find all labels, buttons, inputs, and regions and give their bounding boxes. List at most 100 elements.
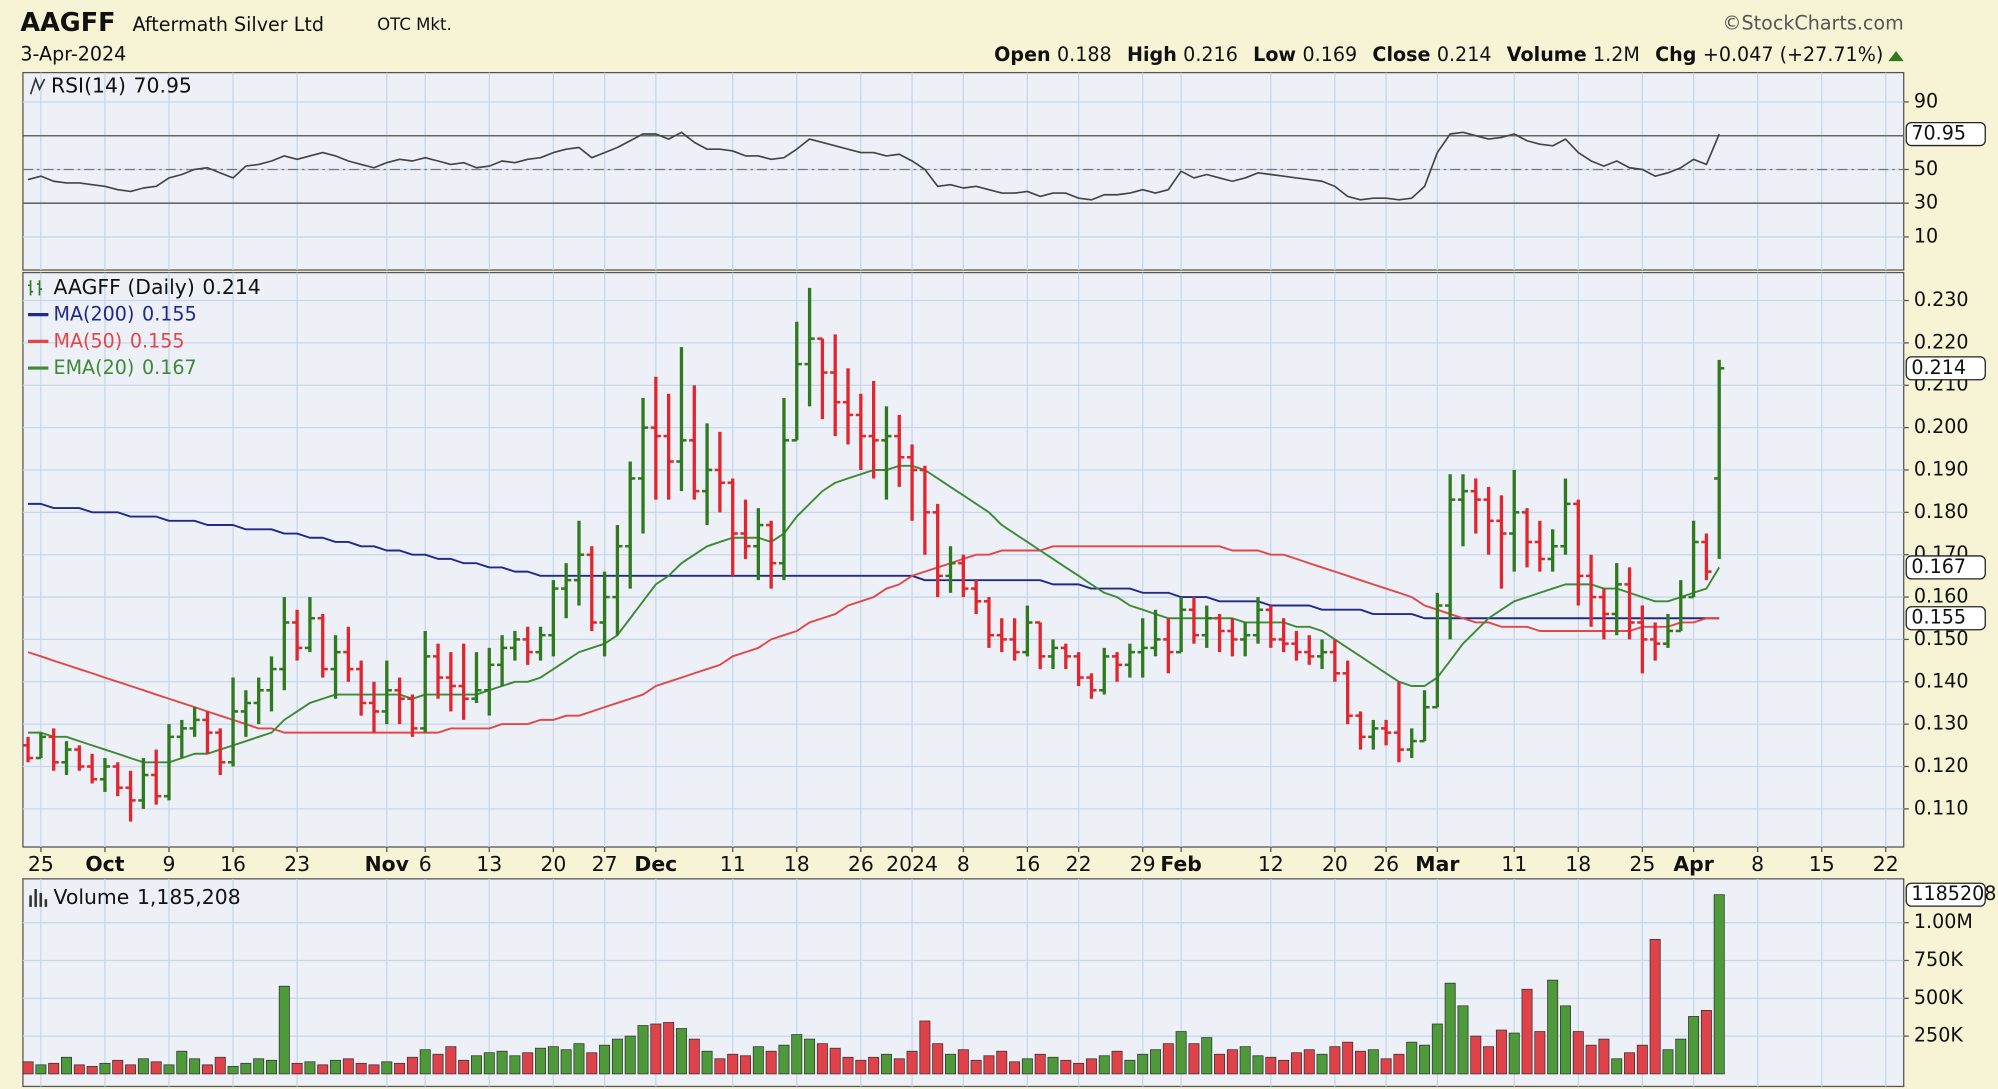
volume-bar	[1547, 979, 1559, 1075]
volume-bar	[1649, 938, 1661, 1075]
volume-bar	[1431, 1023, 1443, 1075]
volume-bar	[35, 1064, 47, 1075]
volume-bar	[842, 1056, 854, 1075]
x-tick-label: 16	[220, 852, 246, 876]
volume-bar	[829, 1047, 841, 1075]
volume-bar	[675, 1028, 687, 1075]
volume-bar	[1303, 1049, 1315, 1075]
x-tick-label: Feb	[1160, 852, 1202, 876]
ma-tag-box	[1905, 606, 1986, 631]
volume-bar	[599, 1044, 611, 1075]
volume-bar	[137, 1058, 149, 1075]
volume-bar	[727, 1053, 739, 1075]
volume-bar	[1137, 1053, 1149, 1075]
y-tick-label: 0.220	[1914, 330, 1969, 353]
y-tick-label: 10	[1914, 224, 1938, 247]
x-tick-label: 11	[1501, 852, 1527, 876]
quote-label: Chg	[1655, 42, 1696, 65]
volume-bar	[483, 1052, 495, 1075]
x-tick-label: 12	[1258, 852, 1284, 876]
volume-bar	[1329, 1046, 1341, 1075]
volume-tag-box	[1905, 882, 1986, 907]
legend-name: RSI(14)	[51, 74, 126, 98]
volume-bar	[624, 1035, 636, 1075]
volume-bar	[1380, 1058, 1392, 1075]
volume-bar	[227, 1065, 239, 1075]
volume-bar	[214, 1056, 226, 1075]
volume-bar	[1700, 1010, 1712, 1075]
volume-bar	[765, 1050, 777, 1075]
volume-bar	[1406, 1041, 1418, 1075]
quote-label: Open	[994, 42, 1050, 65]
volume-bar	[1214, 1053, 1226, 1075]
quote-label: Close	[1372, 42, 1430, 65]
volume-bar	[1188, 1043, 1200, 1075]
volume-bar	[611, 1038, 623, 1075]
volume-bar	[1290, 1052, 1302, 1075]
volume-bar	[368, 1064, 380, 1075]
volume-bar	[945, 1053, 956, 1075]
volume-bar	[919, 1020, 931, 1075]
y-tick-label: 0.150	[1914, 627, 1969, 650]
volume-bar	[586, 1052, 598, 1075]
volume-bar	[1521, 988, 1533, 1075]
volume-bar	[1470, 1035, 1482, 1075]
volume-tag: 1185208	[1911, 882, 1996, 905]
volume-bar	[304, 1061, 316, 1075]
legend-value: 0.167	[142, 356, 197, 379]
volume-bar	[99, 1062, 111, 1075]
volume-bar	[816, 1043, 828, 1075]
legend: RSI(14) 70.95	[51, 74, 192, 98]
volume-bar	[253, 1058, 265, 1075]
x-tick-label: 8	[1751, 852, 1764, 876]
volume-bar	[547, 1046, 559, 1075]
legend-icon	[29, 76, 46, 95]
volume-bar	[1367, 1049, 1379, 1075]
quote-line: Open 0.188 High 0.216 Low 0.169 Close 0.214 Volu…	[994, 42, 1883, 65]
legend: AAGFF (Daily) 0.214	[54, 275, 261, 299]
volume-bar	[957, 1049, 969, 1075]
x-tick-label: 13	[476, 852, 502, 876]
legend: Volume 1,185,208	[54, 885, 241, 909]
plot-layer: 103050900.1100.1200.1300.1400.1500.1600.…	[22, 72, 1996, 1087]
x-tick-label: 2024	[886, 852, 938, 876]
volume-bar	[1162, 1043, 1174, 1075]
volume-bar	[688, 1038, 700, 1075]
quote-value: 0.216	[1183, 42, 1238, 65]
volume-bar	[342, 1058, 354, 1075]
volume-bar	[278, 985, 290, 1075]
volume-bar	[663, 1022, 675, 1075]
volume-bar	[650, 1023, 662, 1075]
volume-bar	[163, 1064, 175, 1075]
price-tag-box	[1905, 356, 1986, 381]
volume-bar	[1662, 1049, 1674, 1075]
quote-value: 0.188	[1057, 42, 1112, 65]
volume-bar	[1201, 1037, 1213, 1075]
legend-value: 0.155	[142, 302, 197, 325]
volume-bar	[804, 1038, 816, 1075]
y-tick-label: 750K	[1914, 948, 1963, 971]
x-tick-label: 20	[1322, 852, 1348, 876]
quote-value: 1.2M	[1593, 42, 1640, 65]
y-tick-label: 0.160	[1914, 585, 1969, 608]
ema-tag-box	[1905, 555, 1986, 580]
volume-bar	[317, 1064, 329, 1075]
legend-name: MA(50)	[54, 329, 123, 352]
volume-bar	[1175, 1031, 1187, 1075]
volume-bar	[1355, 1050, 1366, 1075]
volume-bar	[48, 1062, 60, 1075]
volume-bar	[73, 1064, 85, 1075]
volume-bar	[1713, 894, 1725, 1075]
y-tick-label: 0.230	[1914, 288, 1969, 311]
x-tick-label: 22	[1873, 852, 1899, 876]
volume-bar	[983, 1055, 995, 1075]
volume-bar	[291, 1062, 303, 1075]
y-tick-label: 0.110	[1914, 796, 1969, 819]
legend: MA(200) 0.155	[54, 302, 197, 325]
x-tick-label: 15	[1809, 852, 1835, 876]
volume-bar	[189, 1058, 201, 1075]
volume-bar	[1085, 1058, 1097, 1075]
legend-icon	[29, 889, 48, 907]
